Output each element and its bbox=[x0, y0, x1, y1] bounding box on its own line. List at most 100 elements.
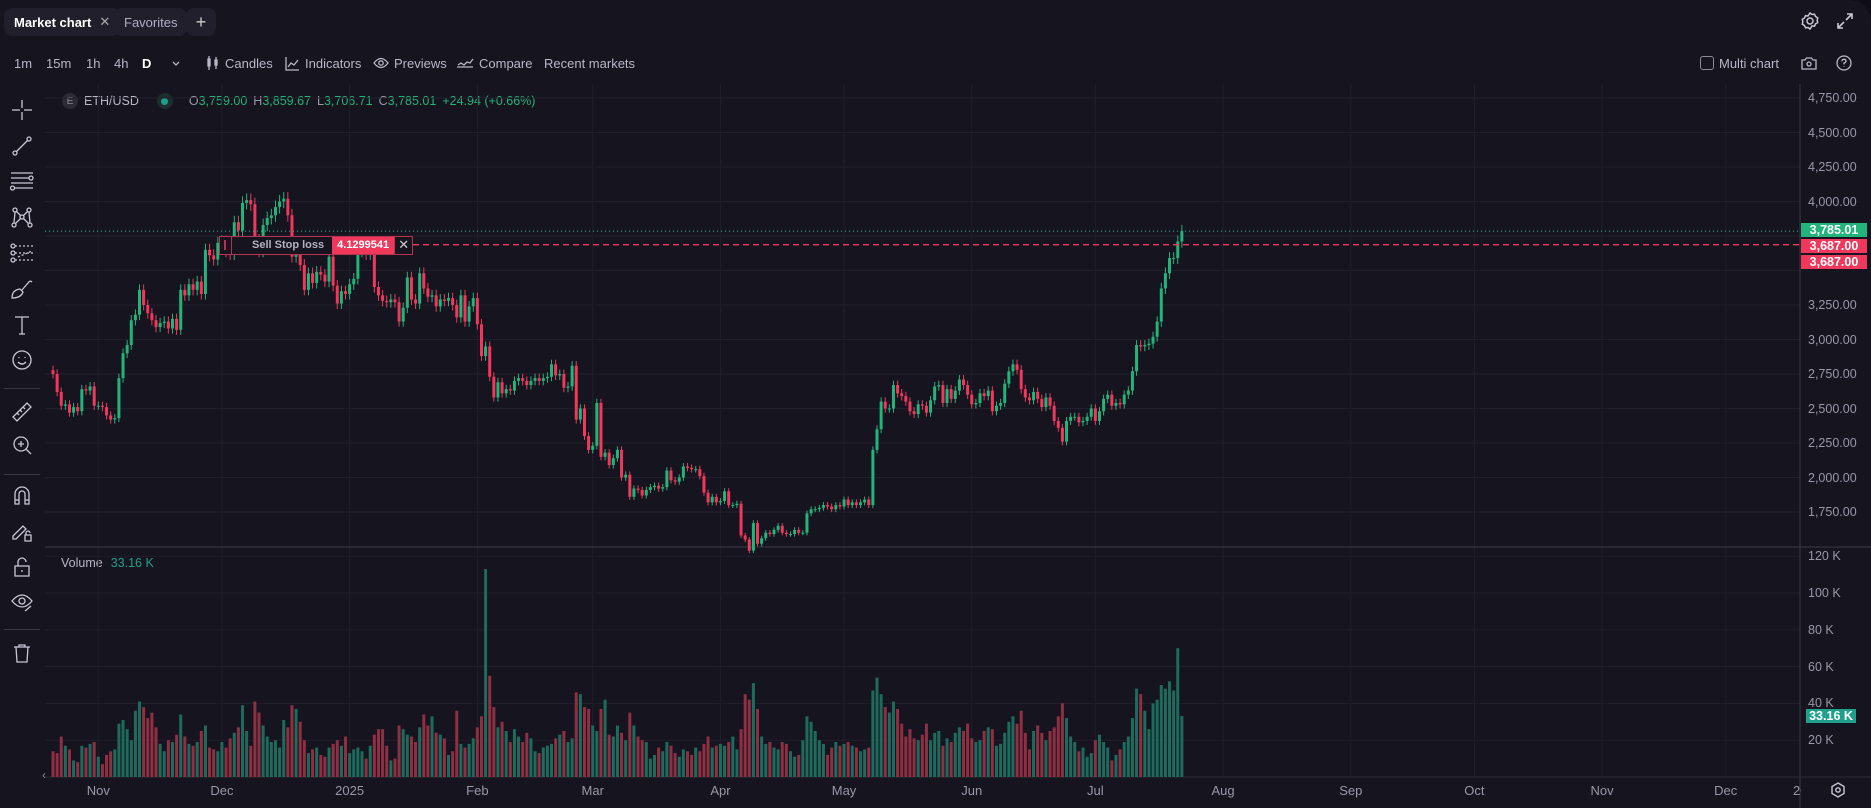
volume-bar bbox=[179, 714, 183, 777]
volume-bar bbox=[138, 701, 142, 777]
candle-body bbox=[669, 470, 673, 481]
axis-settings-icon[interactable] bbox=[1829, 781, 1847, 804]
order-line-widget[interactable]: Sell Stop loss 4.1299541 ✕ bbox=[219, 236, 414, 255]
volume-bar bbox=[1118, 749, 1122, 777]
recent-markets-button[interactable]: Recent markets bbox=[544, 55, 636, 71]
candle-body bbox=[298, 253, 302, 265]
candle-body bbox=[1060, 427, 1064, 442]
timeframe-1h[interactable]: 1h bbox=[86, 55, 101, 71]
candles-button[interactable]: Candles bbox=[206, 53, 273, 73]
help-icon[interactable] bbox=[1836, 53, 1852, 73]
zoom-in-icon[interactable] bbox=[9, 432, 35, 458]
ruler-icon[interactable] bbox=[9, 399, 35, 425]
trash-icon[interactable] bbox=[9, 640, 35, 666]
volume-bar bbox=[867, 747, 871, 777]
drag-handle-icon[interactable] bbox=[220, 237, 232, 254]
volume-bar bbox=[904, 736, 908, 777]
volume-bar bbox=[117, 723, 121, 777]
volume-bar bbox=[747, 699, 751, 777]
volume-bar bbox=[84, 747, 88, 777]
candle-body bbox=[739, 503, 743, 536]
emoji-icon[interactable] bbox=[9, 347, 35, 373]
volume-bar bbox=[500, 721, 504, 777]
eye-icon[interactable] bbox=[9, 589, 35, 615]
tab-favorites[interactable]: Favorites bbox=[114, 8, 188, 36]
close-tab-icon[interactable]: ✕ bbox=[99, 14, 111, 29]
volume-tick-label: 80 K bbox=[1808, 622, 1834, 637]
timeframe-1m[interactable]: 1m bbox=[14, 55, 33, 71]
candle-body bbox=[1172, 258, 1176, 260]
volume-bar bbox=[1163, 688, 1167, 777]
price-tick-label: 4,500.00 bbox=[1808, 125, 1857, 140]
candle-body bbox=[817, 507, 821, 510]
volume-bar bbox=[451, 751, 455, 777]
cancel-order-close-icon[interactable]: ✕ bbox=[394, 237, 412, 254]
volume-bar bbox=[916, 740, 920, 777]
pattern-icon[interactable] bbox=[9, 204, 35, 230]
candle-body bbox=[945, 389, 949, 403]
trend-line-icon[interactable] bbox=[9, 133, 35, 159]
time-tick-label: Jun bbox=[961, 783, 983, 798]
timeframe-4h[interactable]: 4h bbox=[114, 55, 129, 71]
timeframe-d[interactable]: D bbox=[142, 55, 152, 71]
camera-icon[interactable] bbox=[1801, 53, 1817, 73]
scroll-left-chevron-icon[interactable]: ‹ bbox=[42, 768, 46, 782]
candle-body bbox=[323, 274, 327, 282]
price-tick-label: 1,750.00 bbox=[1808, 505, 1857, 519]
volume-bar bbox=[949, 742, 953, 777]
candle-body bbox=[632, 488, 636, 497]
candle-body bbox=[286, 198, 290, 216]
candle-body bbox=[385, 300, 389, 303]
candle-body bbox=[463, 295, 467, 322]
candle-body bbox=[500, 382, 504, 394]
candle-body bbox=[933, 386, 937, 401]
candle-body bbox=[875, 429, 879, 450]
volume-bar bbox=[1081, 747, 1085, 777]
settings-gear-icon[interactable] bbox=[1800, 11, 1820, 36]
timeframe-dropdown-chevron-icon[interactable] bbox=[171, 53, 181, 73]
order-value[interactable]: 4.1299541 bbox=[332, 237, 395, 254]
volume-bar bbox=[994, 745, 998, 777]
candle-body bbox=[51, 370, 55, 374]
volume-bar bbox=[550, 743, 554, 777]
candle-body bbox=[809, 509, 813, 514]
volume-bar bbox=[974, 742, 978, 777]
horizontal-lines-icon[interactable] bbox=[9, 168, 35, 194]
volume-bar bbox=[393, 758, 397, 777]
candle-body bbox=[685, 466, 689, 468]
tab-market-chart[interactable]: Market chart ✕ bbox=[4, 8, 121, 36]
volume-bar bbox=[397, 725, 401, 777]
lock-icon[interactable] bbox=[9, 554, 35, 580]
price-tick-label: 2,750.00 bbox=[1808, 367, 1857, 381]
volume-bar bbox=[286, 727, 290, 777]
brush-icon[interactable] bbox=[9, 276, 35, 302]
candle-body bbox=[1027, 397, 1031, 401]
price-tick-label: 3,250.00 bbox=[1808, 298, 1857, 312]
candle-body bbox=[109, 415, 113, 420]
fullscreen-expand-icon[interactable] bbox=[1835, 11, 1855, 36]
indicators-button[interactable]: Indicators bbox=[285, 53, 361, 73]
candle-body bbox=[96, 405, 100, 407]
multi-chart-checkbox[interactable] bbox=[1700, 56, 1714, 70]
timeframe-15m[interactable]: 15m bbox=[46, 55, 72, 71]
compare-button[interactable]: Compare bbox=[456, 53, 532, 73]
volume-bar bbox=[1069, 736, 1073, 777]
candle-body bbox=[793, 529, 797, 535]
add-tab-button[interactable]: + bbox=[186, 8, 216, 36]
previews-button[interactable]: Previews bbox=[373, 53, 447, 73]
magnet-icon[interactable] bbox=[9, 482, 35, 508]
volume-bar bbox=[335, 740, 339, 777]
crosshair-icon[interactable] bbox=[9, 97, 35, 123]
volume-bar bbox=[541, 747, 545, 777]
candle-body bbox=[953, 390, 957, 399]
volume-bar bbox=[158, 743, 162, 777]
multi-chart-toggle[interactable]: Multi chart bbox=[1700, 53, 1779, 73]
lock-drawings-icon[interactable] bbox=[9, 518, 35, 544]
candle-body bbox=[1011, 364, 1015, 372]
volume-bar bbox=[611, 736, 615, 777]
candle-body bbox=[582, 408, 586, 437]
fib-icon[interactable] bbox=[9, 240, 35, 266]
volume-bar bbox=[216, 751, 220, 777]
text-icon[interactable] bbox=[9, 312, 35, 338]
